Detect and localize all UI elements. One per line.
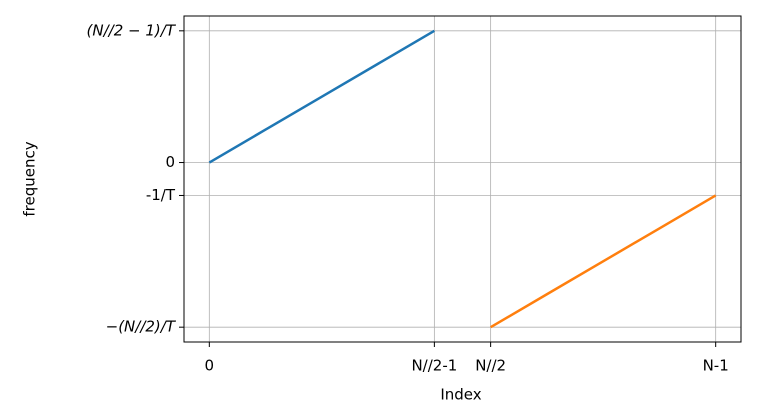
line-series — [208, 29, 436, 164]
x-tick-label: N-1 — [703, 357, 729, 375]
y-tick-label: -1/T — [146, 186, 176, 204]
line-series — [489, 194, 717, 329]
plot-frame — [183, 15, 742, 343]
x-axis-label: Index — [440, 386, 481, 404]
x-tick-label: N//2-1 — [411, 357, 457, 375]
y-tick-label: (N//2 − 1)/T — [87, 21, 177, 39]
y-tick-label: 0 — [165, 153, 175, 171]
x-tick-label: N//2 — [475, 357, 506, 375]
y-tick-label: −(N//2)/T — [106, 318, 177, 336]
x-tick-label: 0 — [205, 357, 215, 375]
y-axis-label: frequency — [21, 141, 39, 216]
